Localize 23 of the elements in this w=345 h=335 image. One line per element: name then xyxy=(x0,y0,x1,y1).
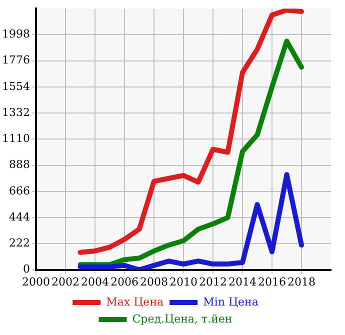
x-tick-label: 2008 xyxy=(140,275,168,288)
x-tick-label: 2010 xyxy=(169,275,198,288)
y-tick-label: 1110 xyxy=(2,132,30,146)
legend-label: Max Цена xyxy=(106,295,164,308)
legend-label: Сред.Цена, т.йен xyxy=(132,312,232,326)
x-tick-label: 2006 xyxy=(110,275,138,288)
y-tick-label: 1554 xyxy=(2,80,30,93)
y-tick-label: 1776 xyxy=(2,54,30,67)
x-tick-label: 2004 xyxy=(80,275,109,288)
x-tick-label: 2016 xyxy=(258,275,286,288)
y-tick-label: 1998 xyxy=(2,28,30,41)
y-tick-label: 888 xyxy=(8,158,30,172)
legend-label: Min Цена xyxy=(203,295,259,308)
y-tick-label: 444 xyxy=(8,210,30,224)
y-tick-label: 222 xyxy=(8,236,30,250)
y-tick-label: 666 xyxy=(8,184,30,198)
x-tick-label: 2012 xyxy=(199,275,227,288)
x-tick-label: 2014 xyxy=(228,275,256,288)
y-tick-label: 0 xyxy=(22,262,30,276)
x-tick-label: 2018 xyxy=(288,275,316,288)
y-tick-label: 1332 xyxy=(2,106,30,119)
x-tick-label: 2000 xyxy=(22,275,50,288)
x-tick-label: 2002 xyxy=(51,275,80,288)
